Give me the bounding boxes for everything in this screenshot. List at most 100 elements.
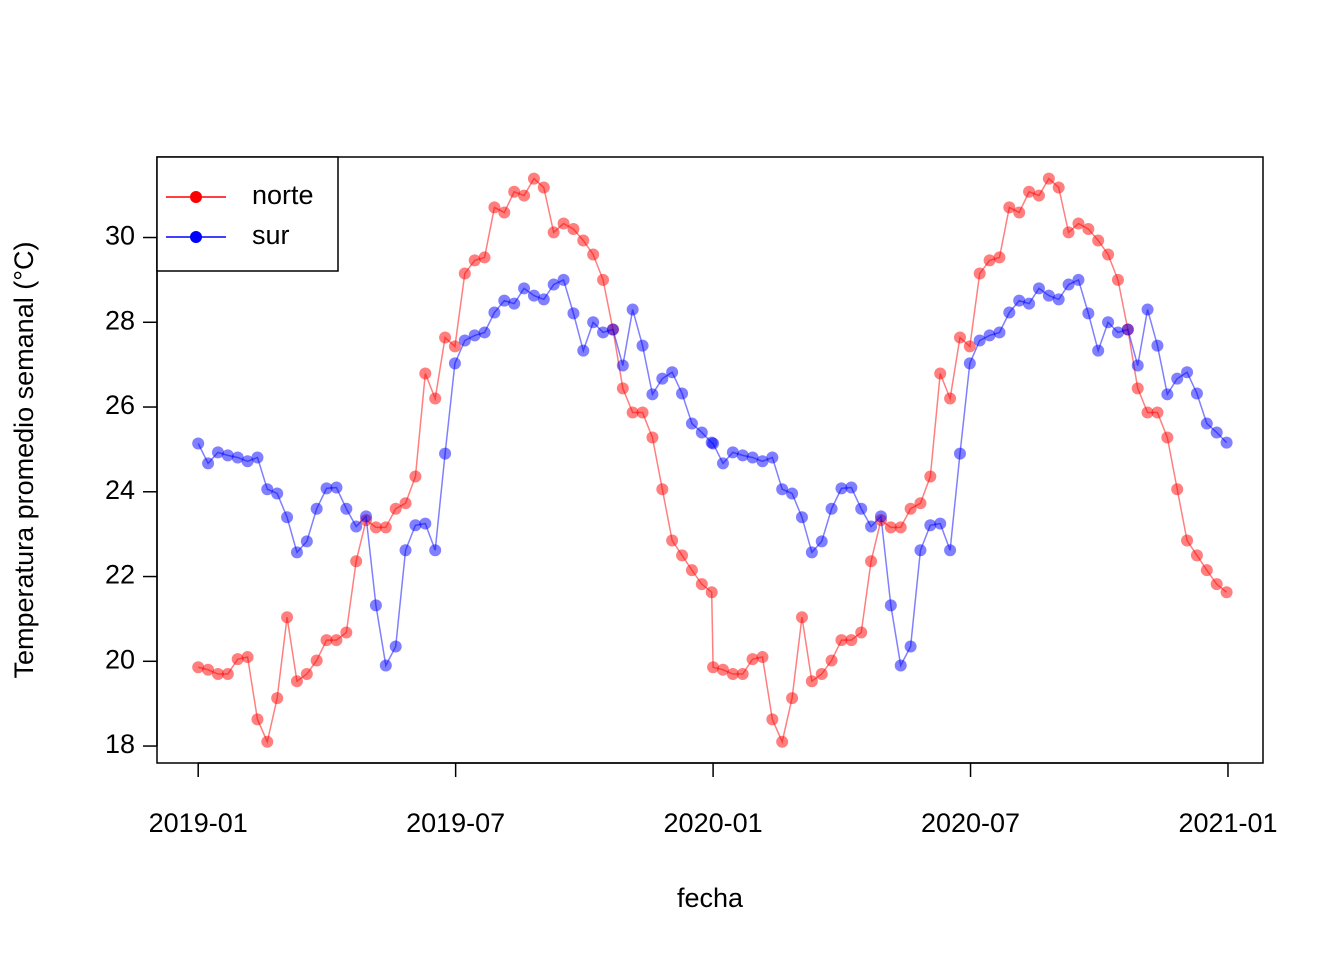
data-point: [369, 521, 382, 534]
data-point: [914, 497, 927, 510]
data-point: [944, 392, 957, 405]
data-point: [1210, 578, 1223, 591]
data-point: [537, 181, 550, 194]
data-point: [340, 626, 353, 639]
legend-label: norte: [252, 180, 314, 210]
data-point: [766, 713, 779, 726]
data-point: [202, 663, 215, 676]
data-point: [904, 640, 917, 653]
y-tick-label: 26: [105, 390, 135, 420]
data-point: [1072, 217, 1085, 230]
data-point: [963, 357, 976, 370]
data-point: [894, 659, 907, 672]
data-point: [448, 357, 461, 370]
data-point: [261, 735, 274, 748]
y-tick-label: 28: [105, 305, 135, 335]
data-point: [884, 521, 897, 534]
data-point: [795, 611, 808, 624]
data-point: [192, 437, 205, 450]
data-point: [1032, 282, 1045, 295]
data-point: [251, 451, 264, 464]
legend-swatch-point: [190, 231, 202, 243]
data-point: [1171, 483, 1184, 496]
data-point: [685, 564, 698, 577]
data-point: [756, 455, 769, 468]
y-tick-label: 18: [105, 729, 135, 759]
data-point: [458, 334, 471, 347]
data-point: [1181, 534, 1194, 547]
data-point: [379, 521, 392, 534]
data-point: [439, 331, 452, 344]
data-point: [1111, 273, 1124, 286]
data-point: [934, 517, 947, 530]
data-point: [211, 446, 224, 459]
data-point: [646, 388, 659, 401]
data-point: [409, 470, 422, 483]
data-point: [835, 634, 848, 647]
data-point: [726, 668, 739, 681]
data-point: [676, 387, 689, 400]
data-point: [271, 487, 284, 500]
data-point: [1141, 406, 1154, 419]
data-point: [399, 544, 412, 557]
data-point: [924, 519, 937, 532]
data-point: [508, 185, 521, 198]
data-point: [330, 634, 343, 647]
data-point: [1013, 294, 1026, 307]
data-point: [805, 675, 818, 688]
data-point: [736, 449, 749, 462]
data-point: [369, 599, 382, 612]
x-axis-label: fecha: [677, 883, 744, 913]
data-point: [914, 544, 927, 557]
data-point: [1082, 307, 1095, 320]
data-point: [815, 535, 828, 548]
data-point: [1131, 382, 1144, 395]
legend-label: sur: [252, 220, 290, 250]
x-tick-label: 2021-01: [1178, 808, 1277, 838]
data-point: [597, 326, 610, 339]
data-point: [1161, 388, 1174, 401]
data-point: [350, 520, 363, 533]
data-point: [1082, 223, 1095, 236]
data-point: [855, 502, 868, 515]
data-point: [310, 502, 323, 515]
data-point: [231, 451, 244, 464]
data-point: [944, 544, 957, 557]
data-point: [508, 297, 521, 310]
data-point: [389, 640, 402, 653]
data-point: [805, 546, 818, 559]
data-point: [646, 431, 659, 444]
data-point: [478, 251, 491, 264]
data-point: [537, 293, 550, 306]
data-point: [1032, 189, 1045, 202]
data-point: [776, 483, 789, 496]
data-point: [1111, 326, 1124, 339]
data-point: [1042, 289, 1055, 302]
data-point: [261, 483, 274, 496]
data-point: [626, 303, 639, 316]
data-point: [865, 520, 878, 533]
y-tick-label: 22: [105, 560, 135, 590]
y-tick-label: 24: [105, 475, 135, 505]
data-point: [498, 294, 511, 307]
data-point: [281, 611, 294, 624]
data-point: [567, 223, 580, 236]
data-point: [320, 634, 333, 647]
data-point: [1052, 293, 1065, 306]
data-point: [884, 599, 897, 612]
data-point: [865, 555, 878, 568]
data-point: [1092, 234, 1105, 247]
data-point: [904, 502, 917, 515]
data-point: [924, 470, 937, 483]
data-point: [1102, 248, 1115, 261]
data-point: [527, 289, 540, 302]
data-point: [360, 510, 373, 523]
data-point: [1141, 303, 1154, 316]
data-point: [557, 217, 570, 230]
data-point: [281, 511, 294, 524]
data-point: [399, 497, 412, 510]
data-point: [429, 544, 442, 557]
data-point: [1171, 372, 1184, 385]
data-point: [845, 481, 858, 494]
